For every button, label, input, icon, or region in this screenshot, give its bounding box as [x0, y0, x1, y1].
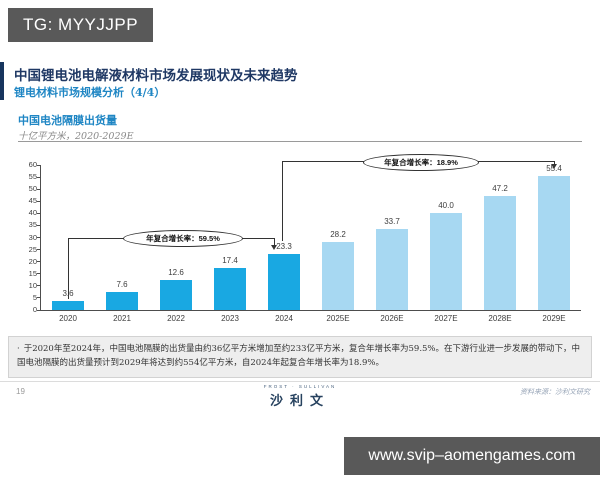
website-watermark-banner: www.svip–aomengames.com: [344, 437, 600, 475]
bar: [52, 301, 84, 310]
y-axis-tick-label: 25: [28, 244, 37, 254]
y-axis-tick-mark: [37, 237, 41, 238]
bar: [376, 228, 408, 310]
cagr-18-left-connector-line: [282, 161, 283, 241]
cagr-59-left-connector-line: [68, 238, 69, 299]
tg-watermark-banner: TG: MYYJJPP: [8, 8, 154, 42]
frost-sullivan-logo: FROST · SULLIVAN 沙利文: [0, 384, 600, 409]
y-axis-tick-mark: [37, 297, 41, 299]
bar-value-label: 17.4: [222, 255, 238, 265]
cagr-18-arrow-shaft: [554, 161, 555, 164]
chart-subtitle: 十亿平方米，2020-2029E: [18, 131, 134, 142]
y-axis-tick-mark: [37, 249, 41, 251]
data-source-note: 资料来源：沙利文研究: [520, 388, 590, 396]
y-axis-tick-mark: [37, 224, 41, 226]
note-body: 于2020年至2024年，中国电池隔膜的出货量由约36亿平方米增加至约233亿平…: [17, 344, 581, 368]
summary-note-box: · 于2020年至2024年，中国电池隔膜的出货量由约36亿平方米增加至约233亿…: [8, 336, 592, 378]
x-axis-label: 2028E: [488, 314, 512, 323]
header-accent-bar: [0, 62, 4, 100]
x-axis-label: 2027E: [434, 314, 458, 323]
chart-divider-line: [18, 141, 582, 142]
logo-main-text: 沙利文: [269, 394, 330, 409]
y-axis-tick-label: 50: [28, 184, 37, 194]
y-axis-tick-label: 20: [28, 256, 37, 266]
bar-value-label: 33.7: [384, 216, 400, 226]
x-axis-label: 2021: [113, 314, 131, 323]
bar: [484, 195, 516, 310]
y-axis-tick-mark: [37, 212, 41, 214]
bar-value-label: 28.2: [330, 229, 346, 239]
cagr-59-arrow-shaft: [274, 238, 275, 245]
x-axis-label: 2026E: [380, 314, 404, 323]
y-axis-tick-mark: [37, 273, 41, 275]
y-axis-tick-mark: [37, 176, 41, 178]
cagr-18-arrow-head-icon: [551, 164, 557, 169]
x-axis-label: 2029E: [542, 314, 566, 323]
cagr-59-label-ellipse: 年复合增长率：59.5%: [123, 230, 243, 247]
y-axis-tick-label: 0: [32, 305, 37, 314]
bar-value-label: 23.3: [276, 241, 292, 251]
bar-value-label: 12.6: [168, 267, 184, 277]
bar-value-label: 47.2: [492, 183, 508, 193]
bar: [160, 279, 192, 310]
y-axis-tick-label: 30: [28, 232, 37, 242]
y-axis-tick-label: 45: [28, 196, 37, 206]
y-axis-tick-mark: [37, 309, 41, 311]
y-axis-tick-mark: [37, 188, 41, 190]
y-axis-tick-label: 55: [28, 172, 37, 182]
y-axis-tick-label: 40: [28, 208, 37, 218]
y-axis-tick-label: 15: [28, 268, 37, 278]
bar-value-label: 7.6: [116, 279, 128, 289]
page-title: 中国锂电池电解液材料市场发展现状及未来趋势: [14, 68, 298, 84]
bar-value-label: 40.0: [438, 201, 454, 211]
x-axis-label: 2020: [59, 314, 77, 323]
bar-value-label: 55.4: [546, 164, 562, 174]
bar: [322, 241, 354, 310]
summary-note-text: · 于2020年至2024年，中国电池隔膜的出货量由约36亿平方米增加至约233亿…: [17, 343, 581, 370]
bar: [106, 291, 138, 310]
bar-chart-plot-area: 年复合增长率：59.5% 年复合增长率：18.9% 0 5 10 15 20 25 30 35…: [29, 154, 581, 323]
bar: [268, 253, 300, 310]
y-axis-tick-mark: [37, 261, 41, 263]
page-subtitle: 锂电材料市场规模分析（4/4）: [14, 86, 166, 99]
bar: [214, 267, 246, 310]
page-number: 19: [16, 387, 25, 396]
bar: [538, 176, 570, 310]
y-axis-tick-label: 5: [32, 292, 37, 302]
chart-title: 中国电池隔膜出货量: [18, 114, 117, 127]
bar-value-label: 3.6: [62, 289, 74, 299]
cagr-18-label-ellipse: 年复合增长率：18.9%: [363, 154, 479, 171]
x-axis-label: 2024: [275, 314, 293, 323]
logo-top-text: FROST · SULLIVAN: [263, 384, 337, 389]
y-axis-tick-mark: [37, 285, 41, 287]
footer-divider-line: [0, 381, 600, 382]
y-axis-tick-label: 35: [28, 220, 37, 230]
x-axis-label: 2025E: [326, 314, 350, 323]
y-axis-tick-label: 10: [28, 280, 37, 290]
x-axis-label: 2022: [167, 314, 185, 323]
x-axis-label: 2023: [221, 314, 239, 323]
bar: [430, 213, 462, 310]
note-bullet: ·: [17, 344, 20, 354]
cagr-59-arrow-head-icon: [271, 245, 277, 250]
y-axis-tick-mark: [37, 164, 41, 166]
y-axis-tick-mark: [37, 200, 41, 202]
y-axis-tick-label: 60: [28, 160, 37, 169]
